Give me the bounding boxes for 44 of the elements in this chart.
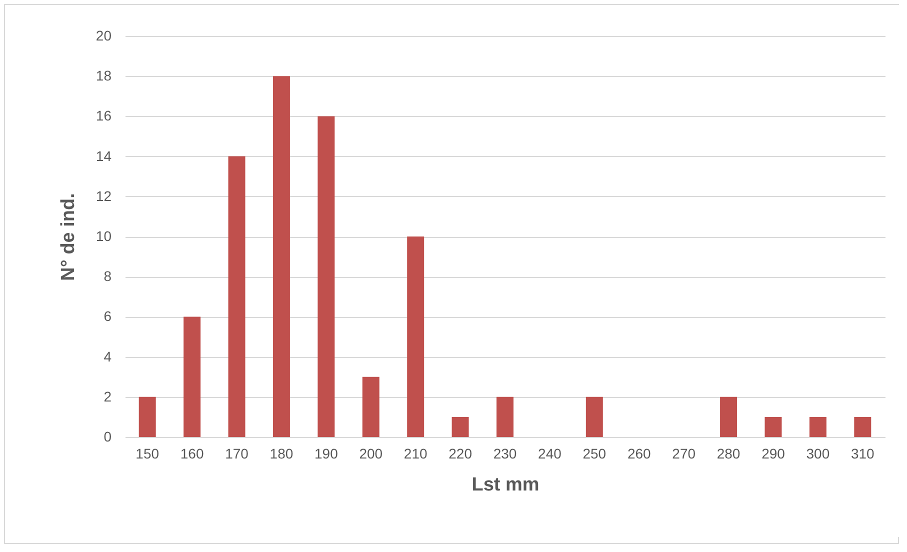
x-tick-label: 240	[538, 446, 562, 462]
bar	[854, 416, 872, 437]
x-tick-label: 310	[850, 446, 875, 462]
bar	[407, 236, 424, 437]
x-tick-label: 170	[225, 446, 249, 462]
y-tick-label: 6	[104, 308, 112, 324]
bar	[452, 416, 469, 437]
x-tick-label: 220	[448, 446, 472, 462]
y-tick-label: 16	[96, 108, 112, 124]
x-tick-label: 230	[493, 446, 517, 462]
x-tick-label: 200	[359, 446, 383, 462]
y-tick-label: 8	[104, 268, 112, 284]
x-tick-label: 280	[716, 446, 740, 462]
y-tick-label: 2	[104, 388, 112, 404]
x-tick-label: 150	[136, 446, 160, 462]
x-tick-label: 160	[180, 446, 204, 462]
y-tick-label: 14	[96, 148, 112, 164]
bar	[764, 416, 782, 437]
bar	[362, 376, 380, 437]
bar	[138, 396, 156, 437]
x-tick-label: 270	[672, 446, 696, 462]
bar	[720, 396, 738, 437]
y-tick-label: 10	[96, 228, 112, 244]
y-axis-title: N° de ind.	[58, 193, 79, 281]
bar	[496, 396, 514, 437]
x-tick-label: 290	[762, 446, 786, 462]
y-tick-label: 18	[96, 68, 112, 84]
bar	[272, 76, 290, 437]
bar	[809, 416, 826, 437]
x-axis-title: Lst mm	[472, 474, 540, 496]
x-tick-label: 190	[314, 446, 338, 462]
y-tick-label: 0	[104, 428, 112, 444]
x-tick-label: 180	[270, 446, 294, 462]
bar	[184, 316, 201, 437]
y-tick-label: 12	[96, 188, 112, 204]
y-tick-label: 20	[96, 28, 112, 44]
bar	[586, 396, 603, 437]
x-tick-label: 260	[627, 446, 652, 462]
bar	[228, 156, 246, 437]
y-tick-label: 4	[104, 348, 112, 364]
bar	[318, 116, 335, 437]
x-tick-label: 300	[806, 446, 830, 462]
x-tick-label: 250	[582, 446, 606, 462]
x-tick-label: 210	[404, 446, 428, 462]
